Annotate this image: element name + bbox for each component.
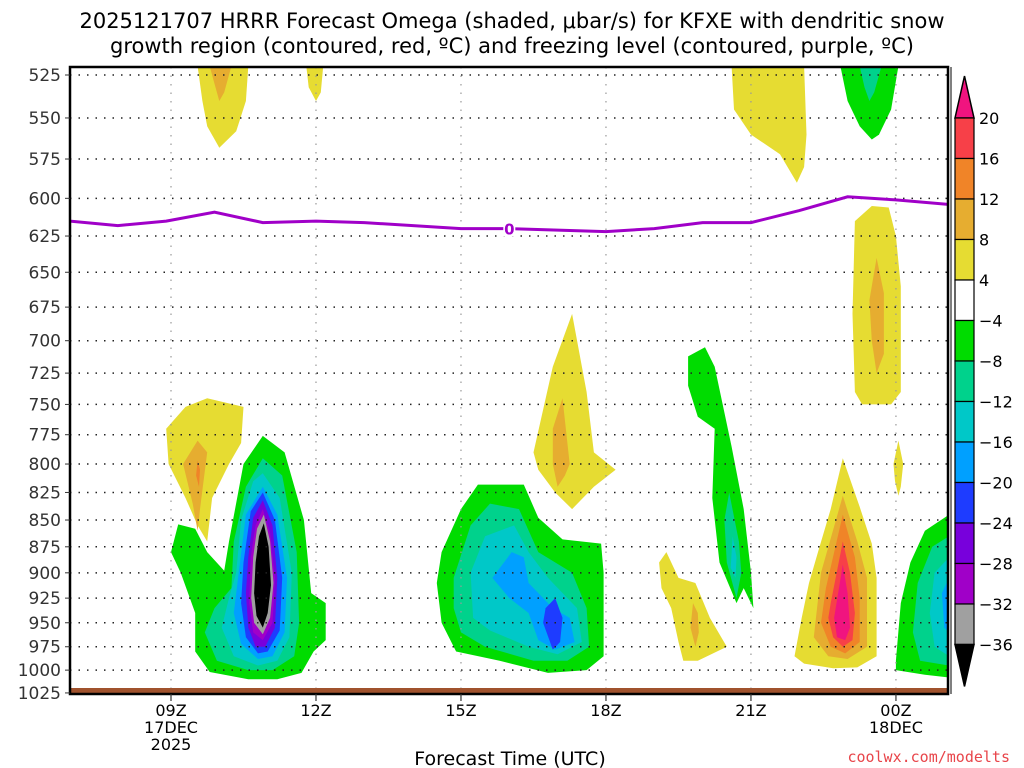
colorbar-label: 8 <box>979 231 989 250</box>
freezing-level-line <box>70 195 948 234</box>
colorbar-label: −36 <box>979 636 1013 655</box>
colorbar-segment <box>954 238 975 281</box>
x-tick-label: 21Z <box>735 701 766 720</box>
colorbar-label: −16 <box>979 433 1013 452</box>
credit-text: coolwx.com/modelts <box>847 748 1010 766</box>
y-tick-label: 650 <box>29 263 61 283</box>
x-tick-label: 18Z <box>590 701 621 720</box>
y-tick-label: 625 <box>29 227 61 247</box>
colorbar-label: 12 <box>979 190 999 209</box>
x-tick-label: 15Z <box>445 701 476 720</box>
y-tick-label: 950 <box>29 614 61 634</box>
omega-region-m12 <box>929 558 948 656</box>
colorbar-segment <box>954 441 975 484</box>
colorbar-segment <box>954 198 975 241</box>
x-tick-label: 00Z <box>880 701 911 720</box>
omega-region-p8 <box>690 603 699 647</box>
freezing-level-label: 0 <box>504 221 514 239</box>
grid-lines <box>70 67 948 694</box>
y-tick-label: 900 <box>29 564 61 584</box>
y-tick-label: 825 <box>29 483 61 503</box>
freezing-level-label-bg <box>503 220 516 237</box>
y-tick-label: 700 <box>29 332 61 352</box>
colorbar-segment <box>954 400 975 443</box>
plot-area: 0 <box>68 65 950 696</box>
terrain-band <box>70 688 948 695</box>
colorbar-label: −24 <box>979 514 1013 533</box>
y-tick-label: 775 <box>29 426 61 446</box>
omega-region-m16 <box>941 580 948 632</box>
colorbar-label: −12 <box>979 393 1013 412</box>
omega-region-p4 <box>306 67 324 101</box>
y-tick-label: 1000 <box>18 661 61 681</box>
omega-shading <box>166 67 948 680</box>
chart-title-line2: growth region (contoured, red, ºC) and f… <box>110 34 914 58</box>
colorbar-label: −32 <box>979 595 1013 614</box>
y-tick-label: 750 <box>29 395 61 415</box>
y-tick-label: 1025 <box>18 684 61 704</box>
omega-region-p4 <box>731 67 807 183</box>
colorbar: 20 16 12 8 4 −4 −8 −12 −16 −20 −24 −28 −32 −36 <box>950 67 1013 694</box>
y-tick-label: 925 <box>29 589 61 609</box>
colorbar-segment <box>954 117 975 160</box>
colorbar-segment <box>954 319 975 362</box>
omega-region-m12 <box>730 536 737 578</box>
x-tick-label: 18DEC <box>869 718 923 737</box>
y-tick-label: 525 <box>29 66 61 86</box>
colorbar-over-arrow <box>954 75 975 119</box>
omega-region-p8 <box>183 440 208 531</box>
x-tick-label: 09Z <box>155 701 186 720</box>
y-axis: 525 550 575 600 625 650 675 700 725 750 775 800 825 8… <box>18 66 70 704</box>
x-tick-label: 12Z <box>300 701 331 720</box>
colorbar-segment <box>954 603 975 646</box>
x-tick-label: 2025 <box>151 735 192 754</box>
colorbar-segment <box>954 522 975 565</box>
colorbar-label: −28 <box>979 555 1013 574</box>
colorbar-label: −8 <box>979 352 1003 371</box>
colorbar-under-arrow <box>954 643 975 687</box>
omega-region-p4 <box>197 67 249 148</box>
freezing-level-contour: 0 <box>70 195 948 239</box>
x-axis-label: Forecast Time (UTC) <box>414 748 605 768</box>
omega-region-p12 <box>196 460 200 487</box>
y-tick-label: 550 <box>29 109 61 129</box>
omega-region-p8 <box>869 257 884 374</box>
y-tick-label: 800 <box>29 455 61 475</box>
colorbar-label: 4 <box>979 271 989 290</box>
y-tick-label: 975 <box>29 638 61 658</box>
colorbar-segment <box>954 157 975 200</box>
colorbar-segment <box>954 481 975 524</box>
omega-region-m8 <box>859 67 882 101</box>
y-tick-label: 675 <box>29 298 61 318</box>
y-tick-label: 575 <box>29 150 61 170</box>
plot-frame <box>68 65 950 696</box>
omega-region-p8 <box>552 398 570 487</box>
y-tick-label: 875 <box>29 538 61 558</box>
y-tick-label: 725 <box>29 364 61 384</box>
omega-region-p20 <box>834 564 850 641</box>
colorbar-segment <box>954 562 975 605</box>
omega-region-m4 <box>840 67 899 140</box>
colorbar-segment <box>954 279 975 322</box>
chart-title-line1: 2025121707 HRRR Forecast Omega (shaded, … <box>79 9 944 33</box>
colorbar-label: 16 <box>979 150 999 169</box>
colorbar-label: −20 <box>979 474 1013 493</box>
x-tick-label: 17DEC <box>144 718 198 737</box>
y-tick-label: 600 <box>29 189 61 209</box>
colorbar-label: 20 <box>979 109 999 128</box>
omega-region-m20 <box>543 598 563 650</box>
y-tick-label: 850 <box>29 511 61 531</box>
omega-region-m36 <box>254 523 271 628</box>
colorbar-segment <box>954 360 975 403</box>
omega-region-p4 <box>893 440 904 496</box>
colorbar-label: −4 <box>979 312 1003 331</box>
